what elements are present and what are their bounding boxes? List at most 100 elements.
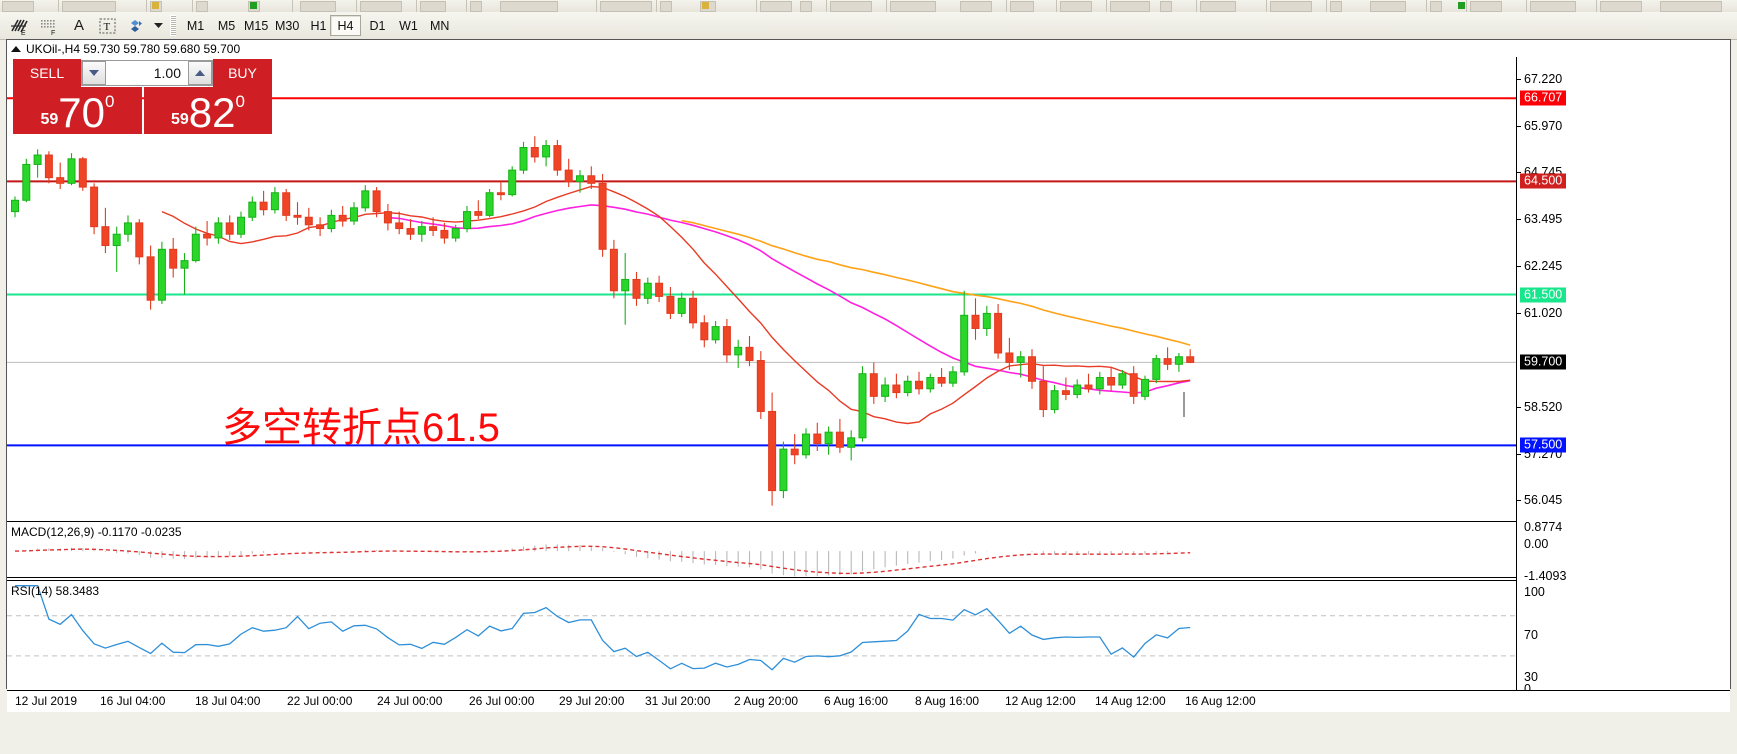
timeframe-h4[interactable]: H4 [330, 15, 361, 36]
toolbar-chip[interactable] [660, 1, 672, 12]
candle-body [621, 278, 630, 292]
candle-body [293, 214, 302, 218]
sell-price-display[interactable]: 59 70 0 [13, 87, 142, 134]
toolbar-chip[interactable] [1010, 1, 1034, 12]
timeframe-mn[interactable]: MN [430, 18, 450, 33]
price-badge-61.500[interactable]: 61.500 [1520, 287, 1567, 303]
candle-body [689, 297, 697, 324]
time-axis-label: 24 Jul 00:00 [377, 694, 443, 708]
time-axis-label: 16 Aug 12:00 [1185, 694, 1256, 708]
volume-value[interactable]: 1.00 [153, 65, 181, 81]
chart-window[interactable]: UKOil-,H4 59.730 59.780 59.680 59.700 MA… [6, 39, 1731, 712]
one-click-trading-panel[interactable]: SELL 1.00 BUY 59 70 0 59 82 0 [13, 59, 272, 134]
toolbar-chip[interactable] [1430, 1, 1442, 12]
toolbar-chip[interactable] [1200, 1, 1236, 12]
sell-button[interactable]: SELL [13, 59, 81, 88]
rsi-tick-label: 0 [1524, 682, 1531, 696]
candle-body [655, 282, 664, 297]
timeframe-m5[interactable]: M5 [217, 18, 236, 33]
toolbar-separator [192, 0, 193, 12]
objects-icon[interactable] [124, 14, 150, 37]
toolbar-indicator-dot[interactable] [702, 2, 709, 9]
toolbar-chip[interactable] [1530, 1, 1576, 12]
candle-body [858, 373, 867, 439]
price-badge-59.700[interactable]: 59.700 [1520, 354, 1567, 370]
toolbar-chip[interactable] [2, 1, 34, 12]
timeframe-m1[interactable]: M1 [186, 18, 205, 33]
candle-body [496, 192, 505, 196]
price-scale[interactable]: 67.220 65.970 64.745 63.495 62.245 61.020 58.5… [1516, 57, 1730, 696]
toolbar-chip[interactable] [1060, 1, 1092, 12]
text-label-icon[interactable]: A [73, 17, 84, 34]
toolbar-chip[interactable] [196, 1, 208, 12]
text-box-icon[interactable]: T [94, 14, 122, 37]
toolbar-chip[interactable] [470, 1, 482, 12]
toolbar-grip[interactable] [170, 15, 176, 36]
buy-button[interactable]: BUY [213, 59, 272, 88]
toolbar-chip[interactable] [62, 1, 116, 12]
candle-body [700, 322, 709, 341]
toolbar-chip[interactable] [1370, 1, 1406, 12]
chart-title: UKOil-,H4 59.730 59.780 59.680 59.700 [26, 41, 241, 56]
price-badge-66.707[interactable]: 66.707 [1520, 90, 1567, 106]
timeframe-w1[interactable]: W1 [399, 18, 418, 33]
chevron-down-icon[interactable] [150, 14, 166, 37]
timeframe-m30[interactable]: M30 [275, 18, 300, 33]
toolbar-chip[interactable] [960, 1, 992, 12]
volume-increase-button[interactable] [188, 61, 212, 85]
toolbar-chip[interactable] [1600, 1, 1642, 12]
toolbar-chip[interactable] [1470, 1, 1502, 12]
toolbar-indicator-dot[interactable] [250, 2, 257, 9]
candle-body [1186, 356, 1195, 363]
toolbar-chip[interactable] [300, 1, 336, 12]
volume-stepper[interactable]: 1.00 [81, 60, 213, 86]
toolbar-chip[interactable] [760, 1, 792, 12]
price-badge-57.500[interactable]: 57.500 [1520, 437, 1567, 453]
indicators-icon[interactable]: E [6, 14, 34, 37]
price-tick [1517, 126, 1521, 127]
price-tick [1517, 78, 1521, 80]
buy-price-display[interactable]: 59 82 0 [144, 87, 272, 134]
candle-body [67, 158, 76, 184]
toolbar-chip[interactable] [600, 1, 652, 12]
price-chart-canvas [7, 97, 1516, 506]
toolbar-chip[interactable] [1330, 1, 1342, 12]
toolbar-chip[interactable] [800, 1, 812, 12]
toolbar-chip[interactable] [420, 1, 446, 12]
timeframe-m15[interactable]: M15 [244, 18, 269, 33]
candle-body [1118, 373, 1127, 386]
candle-body [960, 314, 969, 373]
buy-price-integer: 59 [171, 111, 189, 128]
toolbar-indicator-dot[interactable] [1458, 2, 1465, 9]
macd-canvas [14, 544, 1191, 577]
toolbar-chip[interactable] [890, 1, 936, 12]
candle-body [1028, 356, 1036, 382]
volume-decrease-button[interactable] [82, 61, 106, 85]
macd-label: MACD(12,26,9) -0.1170 -0.0235 [11, 525, 182, 539]
candle-body [327, 214, 336, 230]
rsi-pane[interactable] [7, 580, 1516, 690]
candle-body [982, 312, 991, 329]
top-toolbar-strip[interactable] [0, 0, 1737, 13]
price-badge-64.500[interactable]: 64.500 [1520, 173, 1567, 189]
toolbar-chip[interactable] [500, 1, 558, 12]
macd-pane[interactable] [7, 521, 1516, 578]
toolbar-chip[interactable] [360, 1, 402, 12]
buy-price-main: 82 [188, 89, 236, 134]
candle-body [101, 226, 110, 247]
toolbar-chip[interactable] [1160, 1, 1172, 12]
timeframe-d1[interactable]: D1 [369, 18, 386, 33]
candle-body [146, 256, 155, 301]
toolbar-chip[interactable] [1660, 1, 1722, 12]
toolbar-chip[interactable] [1270, 1, 1312, 12]
toolbar-chip[interactable] [830, 1, 872, 12]
toolbar-chip[interactable] [1110, 1, 1150, 12]
candle-body [214, 222, 223, 239]
timeframe-h1[interactable]: H1 [310, 18, 327, 33]
candle-body [383, 211, 392, 224]
toolbar-indicator-dot[interactable] [152, 2, 159, 9]
toolbar-separator [356, 0, 357, 12]
collapse-triangle-icon[interactable] [11, 45, 21, 52]
toolbar-separator [1106, 0, 1107, 12]
grid-icon[interactable]: F [36, 14, 64, 37]
